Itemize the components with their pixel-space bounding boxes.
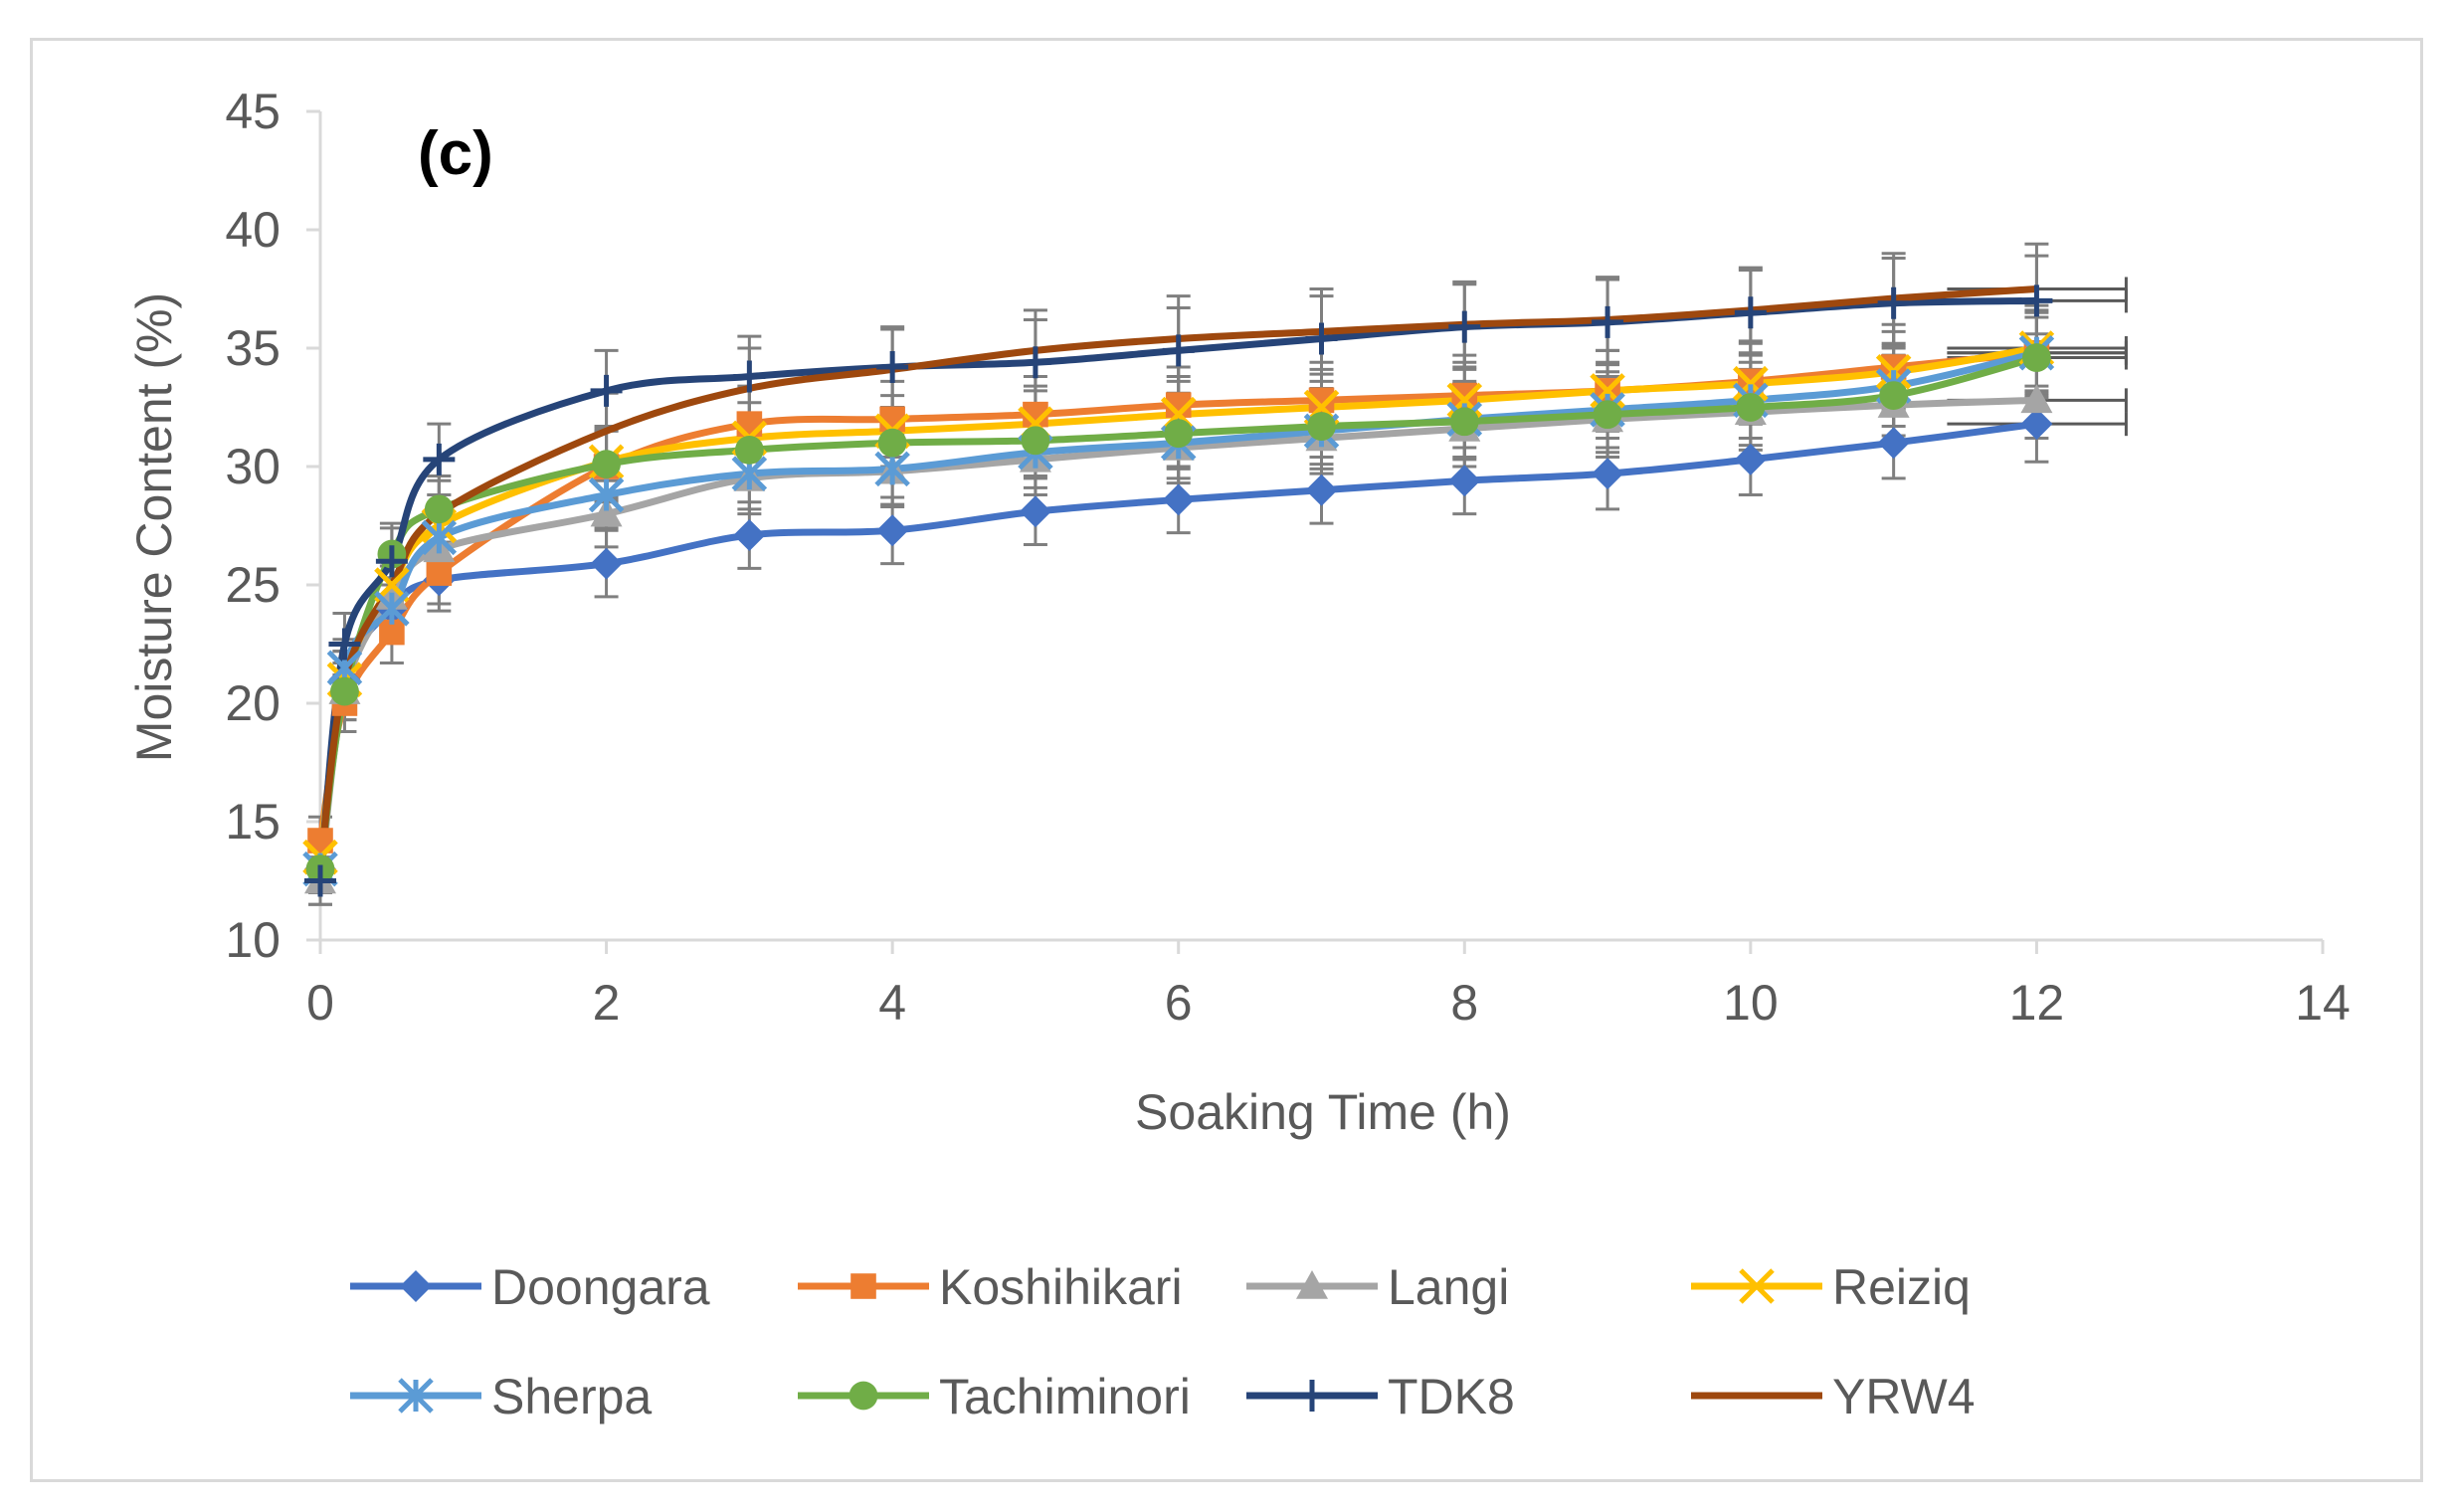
data-point-tachiminori — [734, 435, 764, 465]
data-point-sherpa — [588, 476, 625, 513]
data-point-doongara — [1305, 473, 1338, 506]
x-tick-label: 4 — [878, 975, 906, 1031]
y-tick-label: 15 — [225, 794, 281, 850]
data-point-tachiminori — [1021, 426, 1050, 456]
data-point-tachiminori — [877, 428, 907, 458]
data-point-tdk8 — [1734, 296, 1767, 329]
data-point-koshihikari — [736, 411, 763, 437]
x-tick-label: 6 — [1165, 975, 1193, 1031]
y-tick-label: 25 — [225, 557, 281, 613]
x-tick-label: 8 — [1450, 975, 1478, 1031]
legend-label-doongara: Doongara — [491, 1259, 710, 1315]
data-point-koshihikari — [426, 560, 453, 586]
legend-label-koshihikari: Koshihikari — [939, 1259, 1183, 1315]
data-point-langi — [590, 497, 623, 527]
legend-marker-doongara — [400, 1270, 432, 1302]
legend-label-reiziq: Reiziq — [1832, 1259, 1971, 1315]
data-point-tdk8 — [1592, 305, 1624, 338]
data-point-tdk8 — [2020, 284, 2053, 317]
data-point-doongara — [1162, 483, 1195, 516]
legend-label-yrw4: YRW4 — [1832, 1369, 1976, 1424]
data-point-tdk8 — [375, 545, 408, 578]
legend-marker-reiziq — [1739, 1268, 1775, 1304]
x-axis-title: Soaking Time (h) — [1135, 1084, 1511, 1140]
data-point-doongara — [1734, 443, 1767, 475]
data-point-tdk8 — [1019, 346, 1051, 379]
data-point-sherpa — [421, 519, 458, 556]
chart-frame — [30, 38, 2423, 1482]
x-tick-label: 12 — [2009, 975, 2065, 1031]
legend-marker-koshihikari — [850, 1273, 876, 1299]
data-point-tachiminori — [592, 450, 621, 479]
data-point-doongara — [1019, 495, 1051, 528]
data-point-tachiminori — [2022, 343, 2051, 372]
data-point-tachiminori — [424, 494, 454, 524]
data-point-tachiminori — [330, 676, 359, 706]
legend-marker-tachiminori — [849, 1381, 878, 1411]
data-point-tachiminori — [1164, 419, 1194, 449]
data-point-doongara — [2020, 408, 2053, 441]
data-point-tdk8 — [1448, 310, 1481, 343]
data-point-tdk8 — [590, 374, 623, 407]
legend-marker-sherpa — [398, 1378, 434, 1414]
data-point-doongara — [1877, 427, 1910, 460]
series-markers — [302, 284, 2055, 897]
data-point-sherpa — [874, 451, 910, 487]
data-point-tdk8 — [1877, 286, 1910, 319]
data-point-tachiminori — [1593, 400, 1622, 430]
data-point-tdk8 — [304, 864, 336, 897]
legend-label-langi: Langi — [1388, 1259, 1509, 1315]
panel-label: (c) — [418, 119, 493, 188]
y-tick-label: 35 — [225, 320, 281, 376]
y-tick-label: 20 — [225, 675, 281, 731]
data-point-reiziq — [1733, 365, 1769, 402]
data-point-doongara — [733, 519, 766, 552]
data-point-doongara — [590, 547, 623, 580]
data-point-doongara — [1592, 458, 1624, 490]
data-point-langi — [2020, 384, 2053, 414]
legend-label-sherpa: Sherpa — [491, 1369, 652, 1424]
data-point-tdk8 — [733, 360, 766, 393]
data-point-tdk8 — [328, 628, 361, 661]
data-point-tdk8 — [1162, 334, 1195, 367]
data-point-tachiminori — [1307, 412, 1336, 441]
data-point-tdk8 — [876, 351, 909, 384]
data-point-tachiminori — [1879, 381, 1909, 410]
data-point-doongara — [876, 514, 909, 547]
y-tick-label: 40 — [225, 202, 281, 258]
data-point-sherpa — [374, 591, 410, 627]
error-bars — [308, 242, 2128, 906]
legend-marker-tdk8 — [1296, 1380, 1328, 1412]
legend-marker-langi — [1296, 1270, 1328, 1299]
data-point-tachiminori — [1736, 393, 1766, 422]
y-axis-title: Moisture Content (%) — [126, 292, 182, 762]
data-point-tachiminori — [1449, 407, 1479, 437]
legend-label-tachiminori: Tachiminori — [939, 1369, 1191, 1424]
data-point-tdk8 — [423, 443, 456, 475]
y-tick-label: 30 — [225, 439, 281, 494]
x-tick-label: 0 — [306, 975, 334, 1031]
x-tick-label: 2 — [593, 975, 621, 1031]
data-point-tdk8 — [1305, 322, 1338, 355]
x-tick-label: 10 — [1723, 975, 1779, 1031]
axes: 10 15 20 25 30 35 40 45 0 2 4 6 8 10 12 14 — [225, 84, 2350, 1031]
x-tick-label: 14 — [2295, 975, 2351, 1031]
y-tick-label: 45 — [225, 84, 281, 139]
legend: Doongara Koshihikari Langi Reiziq Sherpa Tach… — [350, 1259, 1976, 1424]
legend-label-tdk8: TDK8 — [1388, 1369, 1515, 1424]
y-tick-label: 10 — [225, 912, 281, 968]
data-point-doongara — [1448, 465, 1481, 497]
